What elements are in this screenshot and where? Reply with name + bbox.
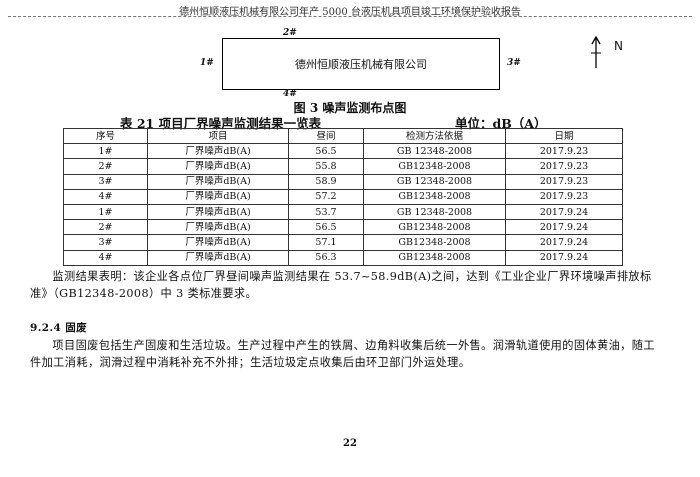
table-cell: 57.2	[288, 188, 364, 205]
table-cell: 55.8	[288, 158, 364, 175]
table-row: 3# 厂界噪声dB(A) 58.9 GB 12348-2008 2017.9.23	[63, 173, 623, 190]
table-cell: GB 12348-2008	[363, 143, 506, 160]
table-cell: 3#	[63, 173, 148, 190]
table-row: 1# 厂界噪声dB(A) 56.5 GB 12348-2008 2017.9.23	[63, 143, 623, 160]
table-cell: GB12348-2008	[363, 188, 506, 205]
column-header: 昼间	[288, 127, 364, 145]
table-row: 1# 厂界噪声dB(A) 53.7 GB 12348-2008 2017.9.24	[63, 203, 623, 221]
result-paragraph: 监测结果表明：该企业各点位厂界昼间噪声监测结果在 53.7~58.9dB(A)之…	[30, 270, 652, 300]
table-cell: 56.5	[288, 219, 364, 236]
table-cell: GB12348-2008	[363, 219, 506, 236]
table-cell: 厂界噪声dB(A)	[147, 203, 289, 221]
table-cell: 2017.9.24	[505, 249, 623, 266]
table-cell: 56.5	[288, 143, 364, 160]
table-row: 2# 厂界噪声dB(A) 56.5 GB12348-2008 2017.9.24	[63, 219, 623, 236]
table-cell: GB12348-2008	[363, 249, 506, 266]
table-cell: 56.3	[288, 249, 364, 266]
table-cell: 2#	[63, 219, 148, 236]
table-row: 4# 厂界噪声dB(A) 56.3 GB12348-2008 2017.9.24	[63, 249, 623, 266]
table-cell: 厂界噪声dB(A)	[147, 219, 289, 236]
site-boundary-box: 德州恒顺液压机械有限公司	[222, 38, 500, 90]
table-row: 4# 厂界噪声dB(A) 57.2 GB12348-2008 2017.9.23	[63, 188, 623, 205]
section-heading: 9.2.4 固废	[30, 322, 88, 334]
table-cell: 3#	[63, 234, 148, 251]
column-header: 序号	[63, 127, 148, 145]
table-cell: GB 12348-2008	[363, 203, 506, 221]
north-label: N	[614, 39, 623, 53]
table-cell: 1#	[63, 143, 148, 160]
north-arrow-icon	[591, 36, 601, 68]
table-cell: 2017.9.23	[505, 158, 623, 175]
table-cell: 1#	[63, 203, 148, 221]
table-cell: 2017.9.24	[505, 203, 623, 221]
point-2: 2#	[283, 28, 297, 38]
table-cell: 厂界噪声dB(A)	[147, 158, 289, 175]
table-cell: 2017.9.23	[505, 188, 623, 205]
point-4: 4#	[283, 89, 297, 99]
table-cell: 2#	[63, 158, 148, 175]
table-cell: 4#	[63, 249, 148, 266]
table-header-row: 序号 项目 昼间 检测方法依据 日期	[63, 127, 623, 145]
header-divider	[8, 16, 692, 17]
company-label: 德州恒顺液压机械有限公司	[295, 58, 427, 71]
table-cell: 2017.9.23	[505, 143, 623, 160]
table-cell: 2017.9.24	[505, 219, 623, 236]
table-cell: 2017.9.23	[505, 173, 623, 190]
figure-caption: 图 3 噪声监测布点图	[293, 101, 407, 115]
table-row: 2# 厂界噪声dB(A) 55.8 GB12348-2008 2017.9.23	[63, 158, 623, 175]
running-header: 德州恒顺液压机械有限公司年产 5000 台液压机具项目竣工环境保护验收报告	[179, 7, 521, 18]
table-cell: GB12348-2008	[363, 158, 506, 175]
column-header: 日期	[505, 127, 623, 145]
table-cell: 53.7	[288, 203, 364, 221]
page-number: 22	[343, 438, 357, 449]
noise-results-table: 序号 项目 昼间 检测方法依据 日期 1# 厂界噪声dB(A) 56.5 GB 12348-20…	[63, 127, 623, 266]
table-cell: 厂界噪声dB(A)	[147, 249, 289, 266]
table-cell: 57.1	[288, 234, 364, 251]
table-caption: 表 21 项目厂界噪声监测结果一览表	[120, 116, 322, 131]
table-cell: 厂界噪声dB(A)	[147, 234, 289, 251]
point-1: 1#	[200, 58, 214, 68]
table-cell: 58.9	[288, 173, 364, 190]
solid-waste-paragraph: 项目固废包括生产固废和生活垃圾。生产过程中产生的铁屑、边角料收集后统一外售。润滑…	[30, 339, 655, 369]
table-cell: 厂界噪声dB(A)	[147, 143, 289, 160]
table-cell: GB12348-2008	[363, 234, 506, 251]
table-row: 3# 厂界噪声dB(A) 57.1 GB12348-2008 2017.9.24	[63, 234, 623, 251]
column-header: 检测方法依据	[363, 127, 506, 145]
table-cell: 厂界噪声dB(A)	[147, 188, 289, 205]
table-cell: 厂界噪声dB(A)	[147, 173, 289, 190]
table-cell: GB 12348-2008	[363, 173, 506, 190]
column-header: 项目	[147, 127, 289, 145]
table-unit: 单位：dB（A）	[455, 116, 547, 131]
table-cell: 4#	[63, 188, 148, 205]
point-3: 3#	[507, 58, 521, 68]
table-cell: 2017.9.24	[505, 234, 623, 251]
